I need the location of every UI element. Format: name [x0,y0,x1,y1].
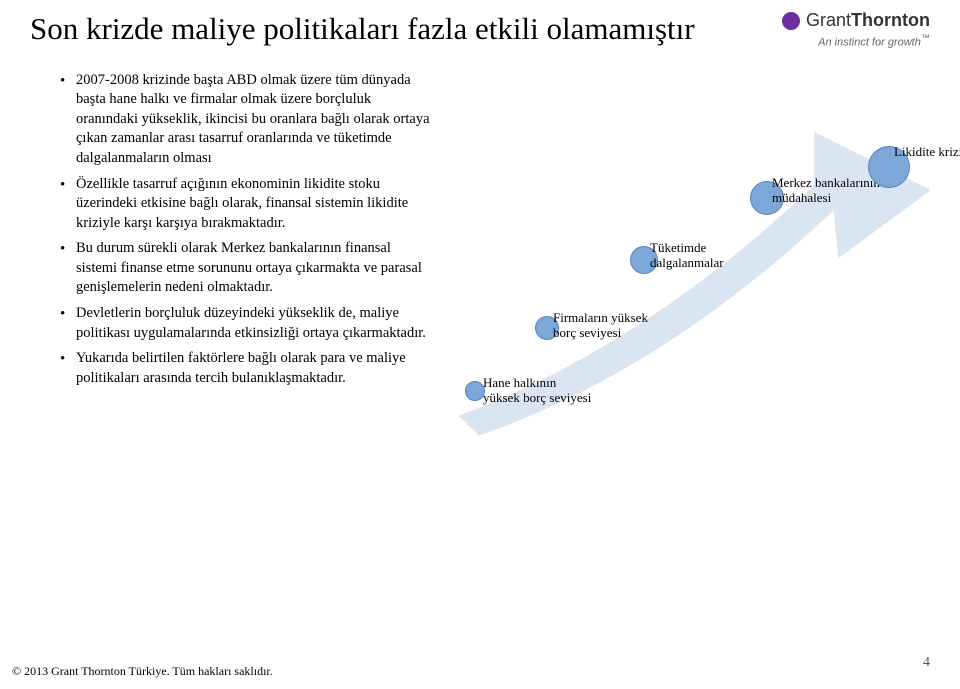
arrow-diagram: Hane halkının yüksek borç seviyesi Firmal… [450,71,930,511]
bullet-item: Özellikle tasarruf açığının ekonominin l… [60,175,430,234]
brand-logo: GrantThornton An instinct for growth™ [782,10,930,49]
node-label: Tüketimde dalgalanmalar [650,240,760,271]
node-label: Firmaların yüksek borç seviyesi [553,310,663,341]
diagram-node-firma: Firmaların yüksek borç seviyesi [535,316,559,340]
bullet-item: 2007-2008 krizinde başta ABD olmak üzere… [60,71,430,169]
bullet-item: Bu durum sürekli olarak Merkez bankaları… [60,239,430,298]
logo-brand-light: Grant [806,10,851,30]
page-number: 4 [923,655,930,671]
slide-container: GrantThornton An instinct for growth™ So… [0,0,960,689]
diagram-node-hane: Hane halkının yüksek borç seviyesi [465,381,485,401]
bullet-item: Devletlerin borçluluk düzeyindeki yüksek… [60,304,430,343]
diagram-node-likidite: Likidite krizi [868,146,910,188]
bullet-item: Yukarıda belirtilen faktörlere bağlı ola… [60,349,430,388]
node-circle-icon [465,381,485,401]
footer-copyright: © 2013 Grant Thornton Türkiye. Tüm hakla… [12,664,273,679]
node-label: Hane halkının yüksek borç seviyesi [483,375,593,406]
bullet-list: 2007-2008 krizinde başta ABD olmak üzere… [30,71,430,511]
node-label: Merkez bankalarının müdahalesi [772,175,882,206]
content-row: 2007-2008 krizinde başta ABD olmak üzere… [30,71,930,511]
diagram-node-merkez: Merkez bankalarının müdahalesi [750,181,784,215]
arrow-path-icon [450,71,930,511]
logo-text: GrantThornton [806,10,930,31]
diagram-node-tuketim: Tüketimde dalgalanmalar [630,246,658,274]
logo-brand-bold: Thornton [851,10,930,30]
node-label: Likidite krizi [894,144,960,160]
logo-tagline: An instinct for growth™ [782,33,930,49]
logo-dot-icon [782,12,800,30]
